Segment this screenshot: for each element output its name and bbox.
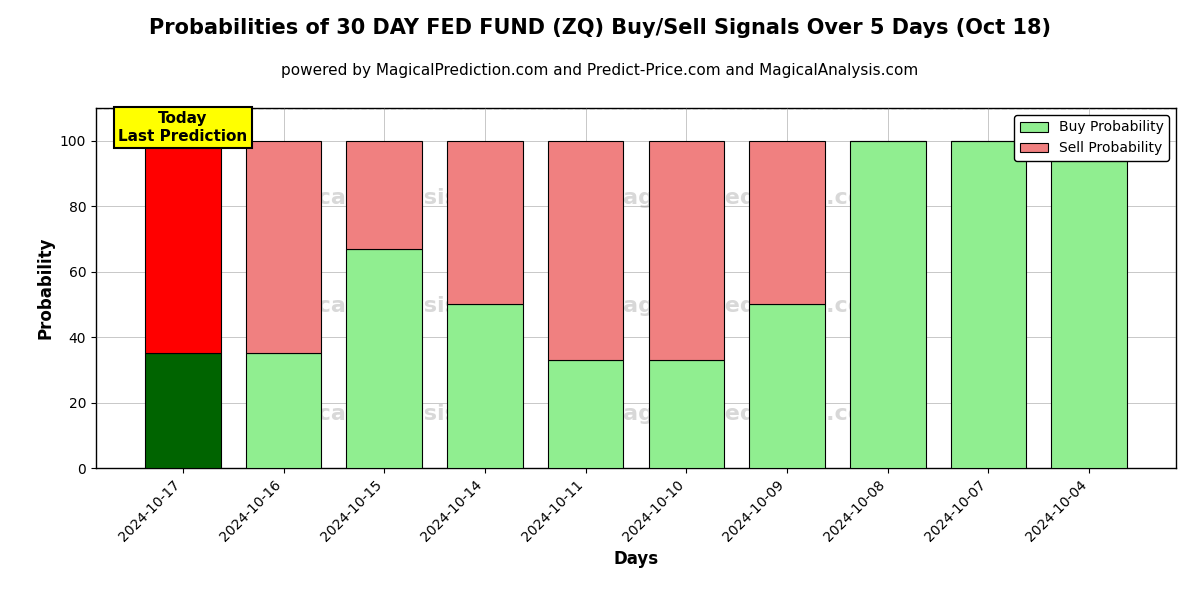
- Bar: [246, 141, 322, 353]
- Text: MagicalAnalysis.com: MagicalAnalysis.com: [257, 404, 518, 424]
- Bar: [448, 304, 523, 468]
- Text: powered by MagicalPrediction.com and Predict-Price.com and MagicalAnalysis.com: powered by MagicalPrediction.com and Pre…: [281, 63, 919, 78]
- Y-axis label: Probability: Probability: [36, 237, 54, 339]
- Text: MagicalAnalysis.com: MagicalAnalysis.com: [257, 296, 518, 316]
- Text: MagicalPrediction.com: MagicalPrediction.com: [601, 188, 887, 208]
- X-axis label: Days: Days: [613, 550, 659, 568]
- Bar: [347, 249, 422, 468]
- Bar: [648, 360, 724, 468]
- Text: MagicalAnalysis.com: MagicalAnalysis.com: [257, 188, 518, 208]
- Text: Today
Last Prediction: Today Last Prediction: [119, 111, 247, 143]
- Text: Probabilities of 30 DAY FED FUND (ZQ) Buy/Sell Signals Over 5 Days (Oct 18): Probabilities of 30 DAY FED FUND (ZQ) Bu…: [149, 18, 1051, 38]
- Bar: [145, 141, 221, 353]
- Bar: [648, 141, 724, 360]
- Bar: [548, 360, 624, 468]
- Bar: [246, 353, 322, 468]
- Bar: [749, 141, 824, 304]
- Text: MagicalPrediction.com: MagicalPrediction.com: [601, 296, 887, 316]
- Bar: [548, 141, 624, 360]
- Bar: [347, 141, 422, 249]
- Bar: [950, 141, 1026, 468]
- Bar: [1051, 141, 1127, 468]
- Legend: Buy Probability, Sell Probability: Buy Probability, Sell Probability: [1014, 115, 1169, 161]
- Bar: [749, 304, 824, 468]
- Bar: [850, 141, 925, 468]
- Text: MagicalPrediction.com: MagicalPrediction.com: [601, 404, 887, 424]
- Bar: [145, 353, 221, 468]
- Bar: [448, 141, 523, 304]
